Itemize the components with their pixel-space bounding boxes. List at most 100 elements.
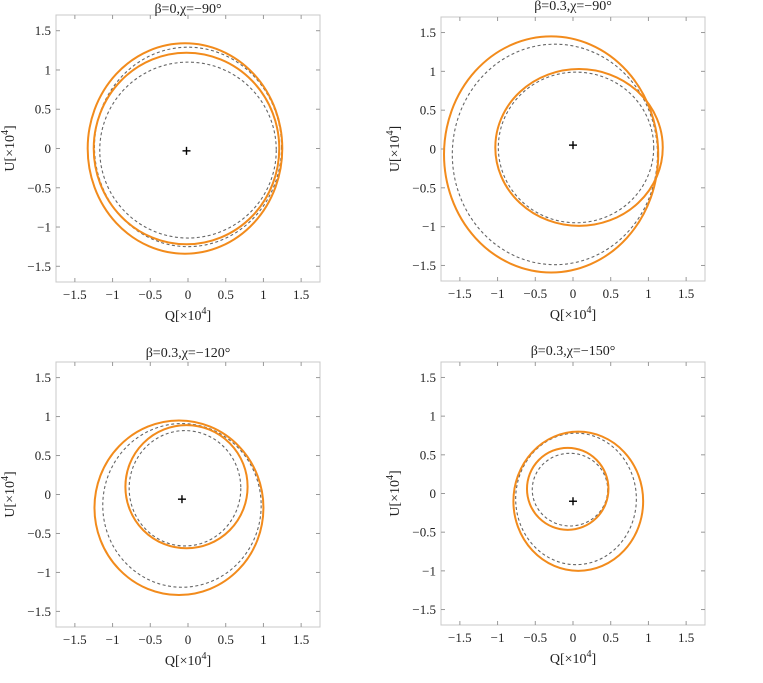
y-tick-label: 1.5: [420, 370, 436, 385]
y-axis-title-end: ]: [388, 126, 403, 131]
y-axis-title-exponent: 4: [0, 476, 11, 481]
x-tick-label: −0.5: [523, 630, 547, 645]
x-tick-label: 1: [645, 630, 652, 645]
y-axis-title: U[×104]: [0, 125, 18, 171]
curve-solid-outer: [512, 430, 645, 572]
x-tick-label: 1.5: [293, 287, 309, 302]
x-axis-title-main: Q[×10: [165, 654, 202, 669]
curve-solid-inner: [92, 51, 281, 246]
y-tick-label: 1: [45, 409, 52, 424]
y-axis-title: U[×104]: [385, 126, 403, 172]
y-tick-label: 0: [430, 142, 437, 157]
x-tick-label: 0: [185, 632, 192, 647]
y-tick-label: 1: [430, 409, 437, 424]
curve-dashed-inner: [497, 71, 655, 224]
curve-dashed-inner: [99, 61, 277, 239]
panel-title: β=0.3,χ=−90°: [534, 0, 612, 14]
x-axis-title: Q[×104]: [165, 306, 211, 324]
x-axis-title-main: Q[×10: [165, 309, 202, 324]
x-tick-label: −0.5: [523, 286, 547, 301]
curve-solid-inner: [124, 424, 249, 550]
y-tick-label: 0: [45, 141, 52, 156]
x-tick-label: −1: [106, 287, 120, 302]
curve-dashed-outer: [102, 423, 262, 588]
x-axis-title: Q[×104]: [550, 305, 596, 323]
y-tick-label: −0.5: [412, 180, 436, 195]
x-tick-label: −1: [491, 630, 505, 645]
x-axis-title: Q[×104]: [550, 649, 596, 667]
x-axis-title-exponent: 4: [587, 649, 592, 660]
panel-title: β=0.3,χ=−120°: [146, 346, 231, 361]
x-tick-label: −1: [491, 286, 505, 301]
y-tick-label: 1.5: [35, 23, 51, 38]
x-axis-title-end: ]: [207, 654, 212, 669]
y-tick-label: −1.5: [412, 602, 436, 617]
curve-solid-inner: [494, 68, 664, 227]
x-axis-title-end: ]: [207, 309, 212, 324]
y-tick-label: −1: [37, 220, 51, 235]
y-axis-title-exponent: 4: [0, 130, 11, 135]
x-axis-title-exponent: 4: [587, 305, 592, 316]
plot-frame: [55, 14, 321, 283]
x-tick-label: −1.5: [63, 632, 87, 647]
y-tick-label: −1: [422, 219, 436, 234]
x-tick-label: −1: [106, 632, 120, 647]
y-tick-label: −0.5: [27, 526, 51, 541]
y-axis-title: U[×104]: [385, 470, 403, 516]
x-tick-label: 0: [570, 286, 577, 301]
x-tick-label: −0.5: [138, 287, 162, 302]
x-tick-label: −0.5: [138, 632, 162, 647]
y-tick-label: −0.5: [412, 525, 436, 540]
x-tick-label: −1.5: [63, 287, 87, 302]
x-tick-label: −1.5: [448, 286, 472, 301]
y-axis-title-exponent: 4: [385, 475, 396, 480]
curve-solid-outer: [93, 419, 265, 597]
chart-panel-1: −1.5 −1 −0.5 0 0.5 1 1.5 −1.5 −1 −0.5 0 0.5 1 1.5 β=0,…: [0, 2, 321, 324]
curve-group: [86, 42, 284, 255]
x-axis-title-exponent: 4: [202, 306, 207, 317]
x-tick-label: 0: [570, 630, 577, 645]
y-axis-title-main: U[×10: [388, 480, 403, 517]
x-tick-label: 1: [260, 287, 267, 302]
x-tick-label: 0.5: [603, 286, 619, 301]
y-tick-label: 0.5: [420, 447, 436, 462]
y-tick-label: 0.5: [35, 448, 51, 463]
curve-group: [93, 419, 265, 597]
x-tick-label: 1: [260, 632, 267, 647]
y-tick-label: −0.5: [27, 180, 51, 195]
x-axis-title-end: ]: [592, 652, 597, 667]
y-axis-title-main: U[×10: [3, 481, 18, 518]
y-tick-label: −1: [422, 563, 436, 578]
y-axis-title-end: ]: [3, 125, 18, 130]
y-tick-label: 0.5: [35, 102, 51, 117]
y-tick-label: −1: [37, 565, 51, 580]
chart-panel-3: −1.5 −1 −0.5 0 0.5 1 1.5 −1.5 −1 −0.5 0 0.5 1 1.5 β=0.…: [0, 346, 321, 669]
chart-panel-2: −1.5 −1 −0.5 0 0.5 1 1.5 −1.5 −1 −0.5 0 0.5 1 1.5 β=0.…: [385, 0, 706, 323]
x-tick-label: −1.5: [448, 630, 472, 645]
chart-panel-4: −1.5 −1 −0.5 0 0.5 1 1.5 −1.5 −1 −0.5 0 0.5 1 1.5 β=0.…: [385, 344, 706, 667]
x-tick-label: 1.5: [678, 630, 694, 645]
y-tick-label: −1.5: [412, 258, 436, 273]
x-tick-label: 0.5: [218, 287, 234, 302]
x-tick-label: 1: [645, 286, 652, 301]
y-tick-label: 0: [430, 486, 437, 501]
curve-dashed-inner: [531, 452, 609, 527]
x-tick-label: 0.5: [603, 630, 619, 645]
x-axis-title-main: Q[×10: [550, 308, 587, 323]
y-axis-title: U[×104]: [0, 471, 18, 517]
x-tick-label: 1.5: [678, 286, 694, 301]
curve-group: [512, 430, 645, 572]
y-tick-label: 1: [430, 64, 437, 79]
curve-dashed-inner: [128, 430, 242, 547]
x-tick-label: 0: [185, 287, 192, 302]
y-tick-label: 1.5: [420, 25, 436, 40]
panel-title: β=0,χ=−90°: [154, 2, 221, 17]
curve-solid-outer: [86, 42, 284, 255]
x-axis-title-end: ]: [592, 308, 597, 323]
curve-dashed-outer: [515, 432, 637, 566]
panel-title: β=0.3,χ=−150°: [531, 344, 616, 359]
y-tick-label: −1.5: [27, 259, 51, 274]
y-axis-title-end: ]: [3, 471, 18, 476]
y-axis-title-end: ]: [388, 470, 403, 475]
